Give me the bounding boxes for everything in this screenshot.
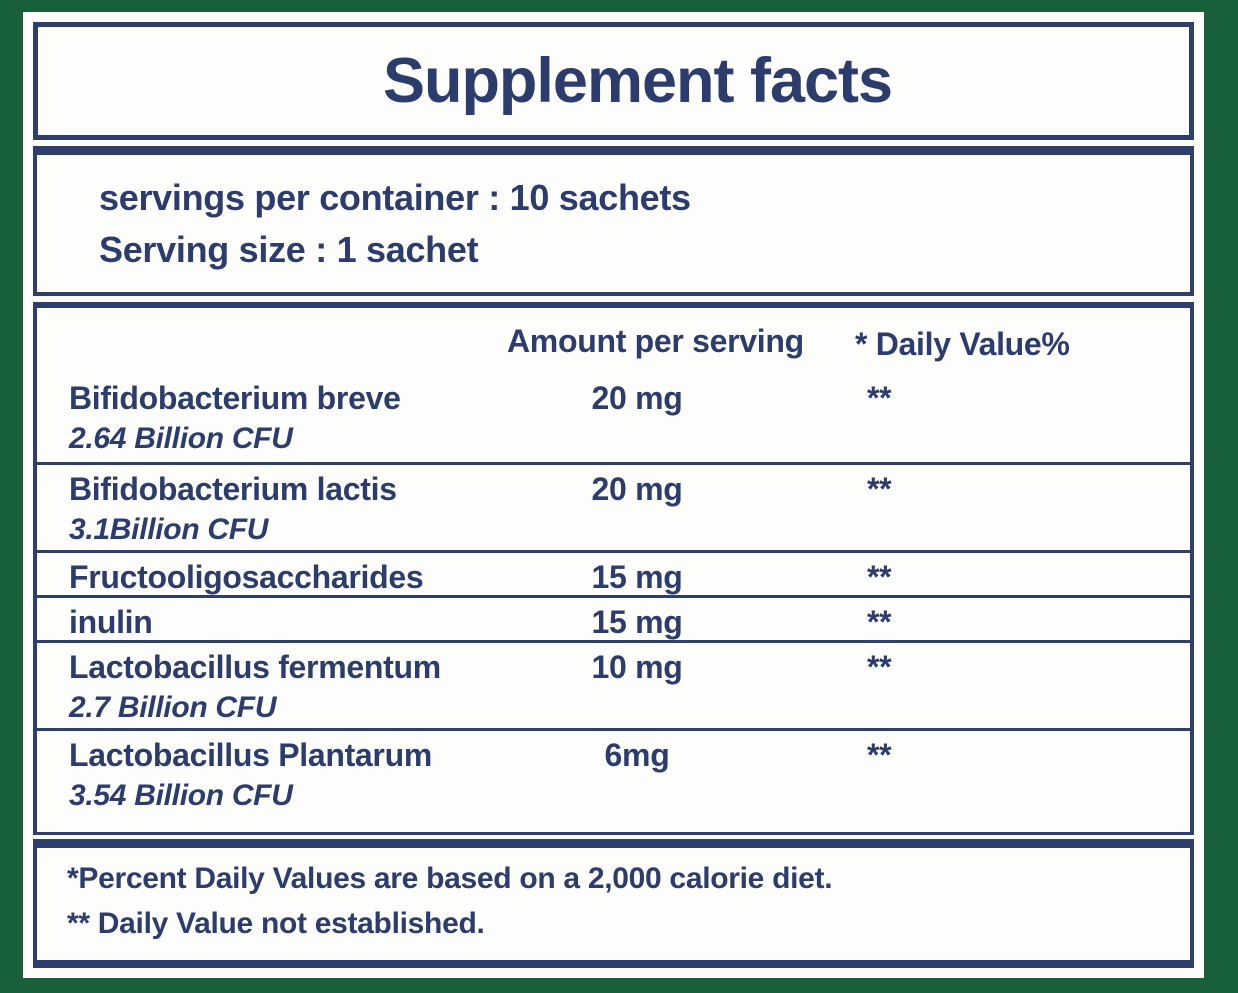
ingredient-amount: 15 mg xyxy=(591,604,683,640)
footnotes-box: *Percent Daily Values are based on a 2,0… xyxy=(33,839,1194,968)
table-header-row: Amount per serving * Daily Value% xyxy=(37,308,1190,374)
ingredient-amount: 20 mg xyxy=(591,380,683,416)
ingredient-cfu: 3.54 Billion CFU xyxy=(69,779,293,812)
ingredient-daily-value: ** xyxy=(867,380,892,416)
ingredient-name-cell: Lactobacillus fermentum 2.7 Billion CFU xyxy=(37,643,507,728)
ingredient-amount: 6mg xyxy=(604,737,670,773)
table-row: Lactobacillus Plantarum 3.54 Billion CFU 6… xyxy=(37,728,1190,816)
ingredient-name-cell: inulin xyxy=(37,598,507,641)
ingredient-name: inulin xyxy=(69,604,153,640)
ingredient-name: Bifidobacterium breve xyxy=(69,380,401,416)
ingredient-name-cell: Bifidobacterium lactis 3.1Billion CFU xyxy=(37,465,507,550)
header-spacer xyxy=(37,339,507,344)
ingredient-name: Lactobacillus Plantarum xyxy=(69,737,432,773)
ingredient-amount: 10 mg xyxy=(591,649,683,685)
ingredient-cfu: 3.1Billion CFU xyxy=(69,513,269,546)
ingredient-cfu: 2.64 Billion CFU xyxy=(69,422,293,455)
serving-size: Serving size : 1 sachet xyxy=(99,228,479,270)
amount-per-serving-header: Amount per serving xyxy=(507,323,804,359)
table-row: Fructooligosaccharides 15 mg ** xyxy=(37,550,1190,595)
ingredient-amount: 20 mg xyxy=(591,471,683,507)
daily-value-header: * Daily Value% xyxy=(855,325,1070,362)
ingredient-name-cell: Fructooligosaccharides xyxy=(37,553,507,596)
ingredient-name-cell: Bifidobacterium breve 2.64 Billion CFU xyxy=(37,374,507,462)
ingredients-table: Amount per serving * Daily Value% Bifido… xyxy=(33,302,1194,835)
ingredient-amount: 15 mg xyxy=(591,559,683,595)
ingredient-name: Lactobacillus fermentum xyxy=(69,649,441,685)
ingredient-name-cell: Lactobacillus Plantarum 3.54 Billion CFU xyxy=(37,731,507,816)
serving-info-box: servings per container : 10 sachets Serv… xyxy=(33,146,1194,296)
panel-title: Supplement facts xyxy=(382,46,893,116)
servings-per-container: servings per container : 10 sachets xyxy=(99,176,691,218)
table-row: Bifidobacterium breve 2.64 Billion CFU 20 … xyxy=(37,374,1190,462)
title-box: Supplement facts xyxy=(33,22,1194,140)
ingredient-name: Bifidobacterium lactis xyxy=(69,471,397,507)
footnote-daily-values: *Percent Daily Values are based on a 2,0… xyxy=(67,862,833,895)
ingredient-daily-value: ** xyxy=(867,649,892,685)
table-row: Lactobacillus fermentum 2.7 Billion CFU 10… xyxy=(37,640,1190,728)
footnote-not-established: ** Daily Value not established. xyxy=(67,907,485,940)
ingredient-name: Fructooligosaccharides xyxy=(69,559,424,595)
table-row: inulin 15 mg ** xyxy=(37,595,1190,640)
table-row: Bifidobacterium lactis 3.1Billion CFU 20 m… xyxy=(37,462,1190,550)
ingredient-daily-value: ** xyxy=(867,737,892,773)
ingredient-daily-value: ** xyxy=(867,559,892,595)
ingredient-cfu: 2.7 Billion CFU xyxy=(69,691,277,724)
ingredient-rows: Bifidobacterium breve 2.64 Billion CFU 20 … xyxy=(37,374,1190,816)
supplement-facts-panel: Supplement facts servings per container … xyxy=(23,12,1204,978)
ingredient-daily-value: ** xyxy=(867,604,892,640)
ingredient-daily-value: ** xyxy=(867,471,892,507)
